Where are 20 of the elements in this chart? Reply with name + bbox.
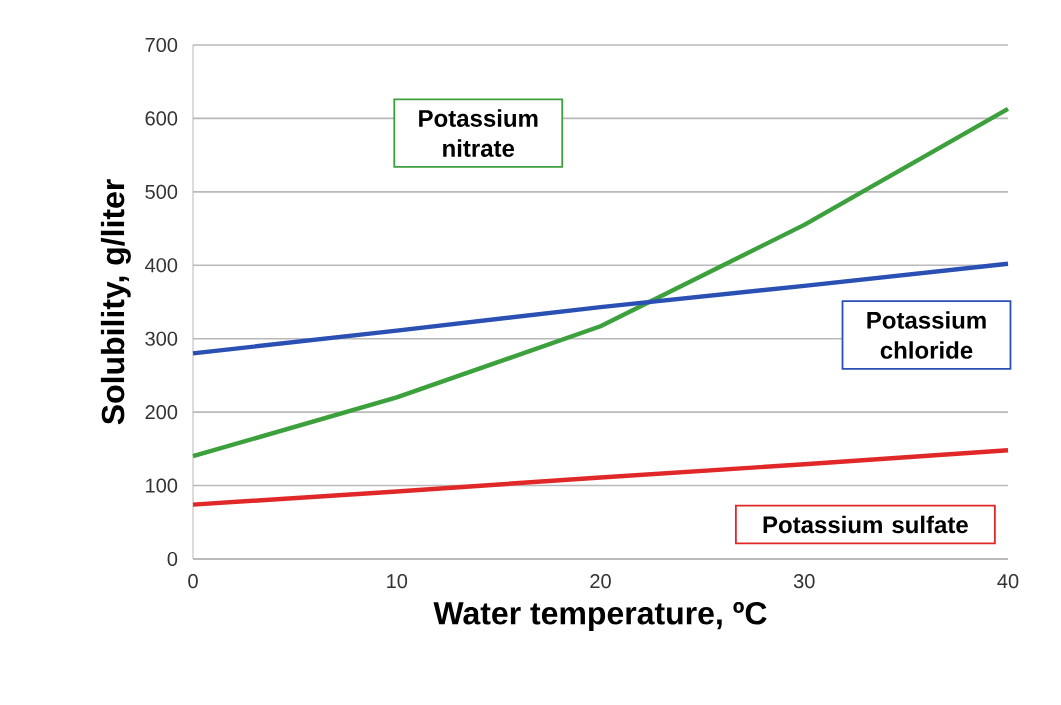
x-tick-label: 20 (590, 574, 611, 589)
y-tick-label: 100 (146, 478, 178, 493)
text: Potassium nitrate (419, 109, 538, 157)
x-tick-label: 0 (188, 574, 198, 589)
x-tick-label: 30 (793, 574, 815, 589)
x-axis-title: Water temperature, ºC (433, 601, 767, 631)
y-tick-label: 500 (145, 184, 178, 199)
line-series (190, 106, 1011, 459)
y-tick-label: 200 (145, 405, 178, 420)
line-series (190, 448, 1011, 507)
series-label: Potassium chloride (867, 311, 986, 359)
x-tick-label: 10 (387, 574, 408, 589)
text: Potassium sulfate (763, 515, 968, 534)
x-tick-label: 40 (997, 574, 1019, 589)
y-tick-label: 300 (145, 331, 178, 346)
y-tick-label: 700 (145, 37, 178, 53)
y-axis-title: Solubility, g/liter (100, 179, 131, 425)
y-tick-label: 600 (145, 111, 178, 126)
y-tick-label: 400 (145, 258, 178, 273)
y-tick-label: 0 (167, 551, 178, 567)
